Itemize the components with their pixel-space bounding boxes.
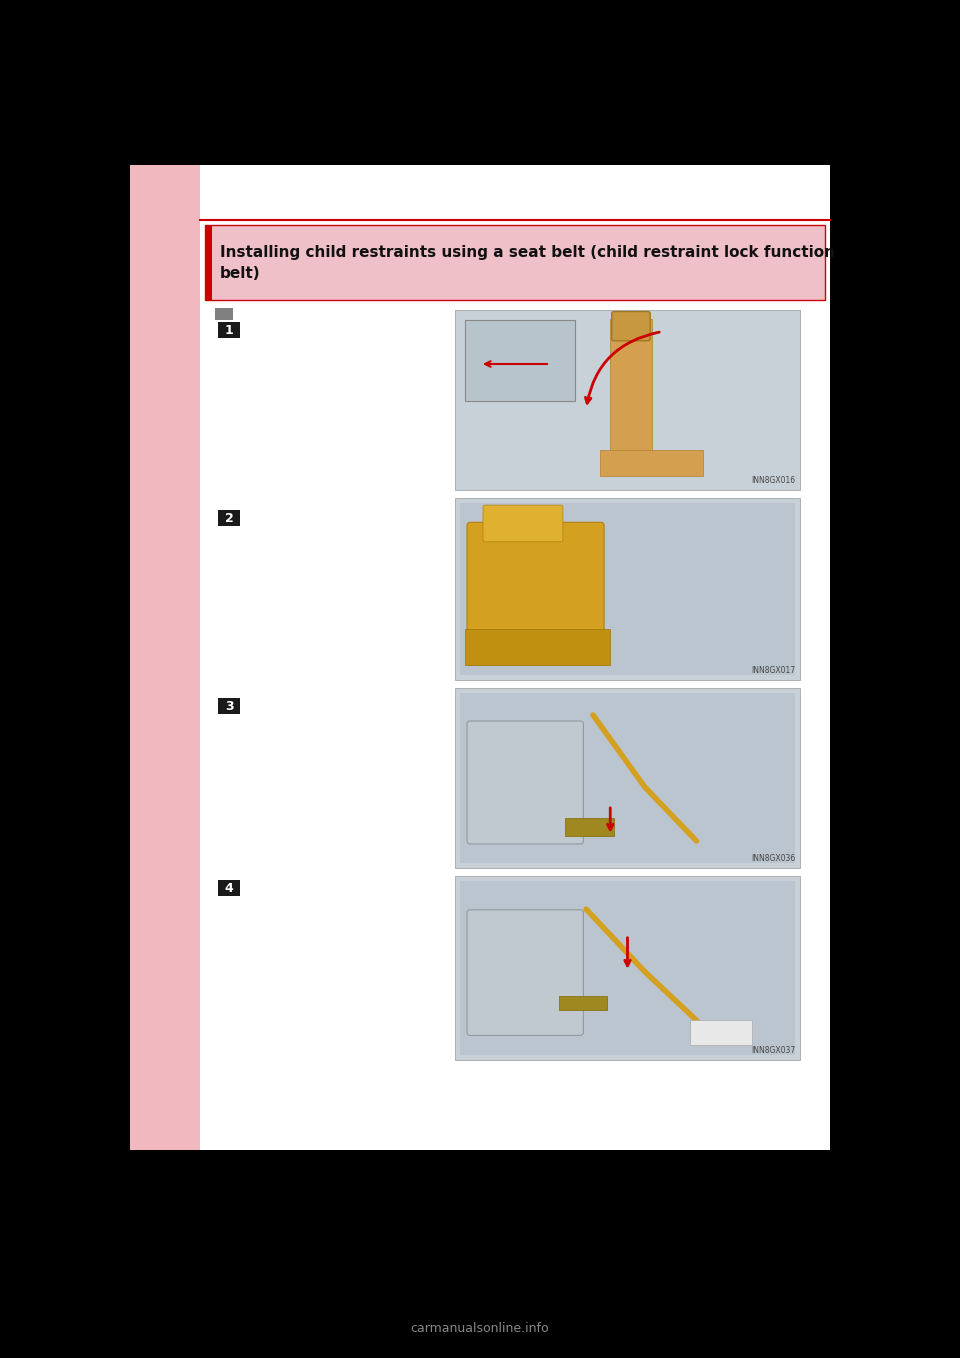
Bar [465,320,575,401]
FancyBboxPatch shape [467,523,604,660]
Text: carmanualsonline.info: carmanualsonline.info [411,1321,549,1335]
FancyBboxPatch shape [612,311,650,341]
Text: Installing child restraints using a seat belt (child restraint lock function
bel: Installing child restraints using a seat… [220,244,835,281]
Bar [559,995,607,1010]
Bar [600,451,704,475]
Bar [455,876,800,1061]
Bar [611,319,652,467]
Text: 2: 2 [225,512,233,524]
Bar [205,225,825,300]
Bar [218,698,240,714]
Text: 4: 4 [225,881,233,895]
Bar [465,629,610,665]
Bar [565,818,613,835]
Bar [455,310,800,490]
Text: 3: 3 [225,699,233,713]
Bar [215,308,233,320]
Text: INN8GX037: INN8GX037 [751,1046,795,1055]
FancyBboxPatch shape [467,910,584,1035]
Text: INN8GX017: INN8GX017 [751,665,795,675]
Text: 1: 1 [225,323,233,337]
Bar [218,322,240,338]
FancyBboxPatch shape [483,505,563,542]
Bar [218,511,240,526]
Text: INN8GX016: INN8GX016 [751,477,795,485]
Bar [205,225,212,300]
Bar [455,689,800,868]
Bar [218,880,240,896]
Text: INN8GX036: INN8GX036 [751,854,795,862]
Bar [460,881,795,1055]
Bar [689,1020,752,1046]
Bar [455,498,800,680]
Bar [460,693,795,862]
Bar [200,166,830,1150]
Bar [460,502,795,675]
FancyBboxPatch shape [467,721,584,845]
Bar [130,166,200,1150]
